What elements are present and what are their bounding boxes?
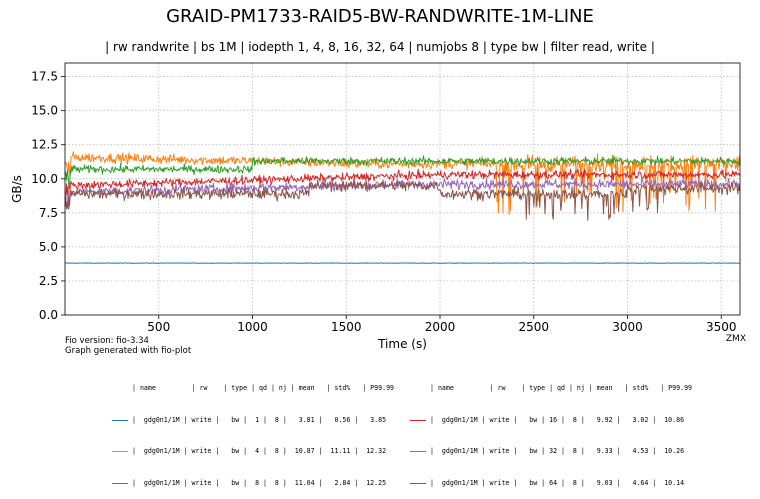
legend-left-column: | name | rw | type | qd | nj | mean | st… <box>112 362 394 499</box>
x-tick-label: 2500 <box>518 320 549 334</box>
legend-entry-qd8: | gdg0n1/1M | write | bw | 8 | 8 | 11.04… <box>112 478 386 489</box>
series-line-qd64 <box>64 178 741 221</box>
y-tick-label: 2.5 <box>39 274 58 288</box>
y-tick-label: 15.0 <box>31 104 58 118</box>
corner-label: ZMX <box>725 334 746 344</box>
y-tick-label: 5.0 <box>39 240 58 254</box>
legend-right-column: | name | rw | type | qd | nj | mean | st… <box>410 362 692 499</box>
y-tick-label: 0.0 <box>39 308 58 322</box>
legend-text-qd1: | gdg0n1/1M | write | bw | 1 | 8 | 3.81 … <box>132 415 387 424</box>
legend-header-right: | name | rw | type | qd | nj | mean | st… <box>430 384 693 392</box>
legend-swatch-qd4 <box>112 451 128 452</box>
legend-text-qd4: | gdg0n1/1M | write | bw | 4 | 8 | 10.87… <box>132 447 387 455</box>
x-tick-label: 3500 <box>706 320 737 334</box>
chart-title: GRAID-PM1733-RAID5-BW-RANDWRITE-1M-LINE <box>166 6 594 27</box>
y-tick-label: 10.0 <box>31 172 58 186</box>
x-tick-label: 3000 <box>612 320 643 334</box>
legend-swatch-qd8 <box>112 482 128 484</box>
y-tick-label: 12.5 <box>31 138 58 152</box>
y-tick-label: 17.5 <box>31 70 58 84</box>
series-line-qd4 <box>64 151 741 216</box>
x-tick-label: 500 <box>147 320 170 334</box>
y-axis-label: GB/s <box>10 175 24 203</box>
chart-subtitle: | rw randwrite | bs 1M | iodepth 1, 4, 8… <box>105 40 655 54</box>
legend-header-left: | name | rw | type | qd | nj | mean | st… <box>132 384 395 392</box>
legend-entry-qd4: | gdg0n1/1M | write | bw | 4 | 8 | 10.87… <box>112 446 386 457</box>
legend-text-qd32: | gdg0n1/1M | write | bw | 32 | 8 | 9.33… <box>430 447 685 455</box>
x-axis-label: Time (s) <box>377 337 427 351</box>
legend-entry-qd64: | gdg0n1/1M | write | bw | 64 | 8 | 9.03… <box>410 478 684 489</box>
plot-frame <box>64 62 741 316</box>
series-line-qd1 <box>65 262 741 264</box>
legend-swatch-qd64 <box>410 482 426 484</box>
legend-text-qd8: | gdg0n1/1M | write | bw | 8 | 8 | 11.04… <box>132 478 387 487</box>
series-line-qd32 <box>64 177 741 210</box>
x-tick-label: 1500 <box>331 320 362 334</box>
series-line-qd16 <box>64 168 741 207</box>
legend-swatch-qd1 <box>112 419 128 421</box>
legend-entry-qd16: | gdg0n1/1M | write | bw | 16 | 8 | 9.92… <box>410 415 684 426</box>
legend-entry-qd32: | gdg0n1/1M | write | bw | 32 | 8 | 9.33… <box>410 446 684 457</box>
series-line-qd8 <box>64 155 741 190</box>
x-tick-label: 2000 <box>425 320 456 334</box>
legend-swatch-qd16 <box>410 419 426 421</box>
x-tick-label: 1000 <box>237 320 268 334</box>
legend-text-qd16: | gdg0n1/1M | write | bw | 16 | 8 | 9.92… <box>430 415 685 424</box>
legend-swatch-qd32 <box>410 451 426 452</box>
legend-text-qd64: | gdg0n1/1M | write | bw | 64 | 8 | 9.03… <box>430 478 685 487</box>
y-tick-label: 7.5 <box>39 206 58 220</box>
generated-by-text: Graph generated with fio-plot <box>65 346 192 356</box>
fio-version-text: Fio version: fio-3.34 <box>65 336 149 346</box>
line-chart: 500 1000 1500 2000 2500 3000 3500 0.0 2.5 5.0 7.5 1… <box>10 62 741 351</box>
legend-entry-qd1: | gdg0n1/1M | write | bw | 1 | 8 | 3.81 … <box>112 415 386 426</box>
